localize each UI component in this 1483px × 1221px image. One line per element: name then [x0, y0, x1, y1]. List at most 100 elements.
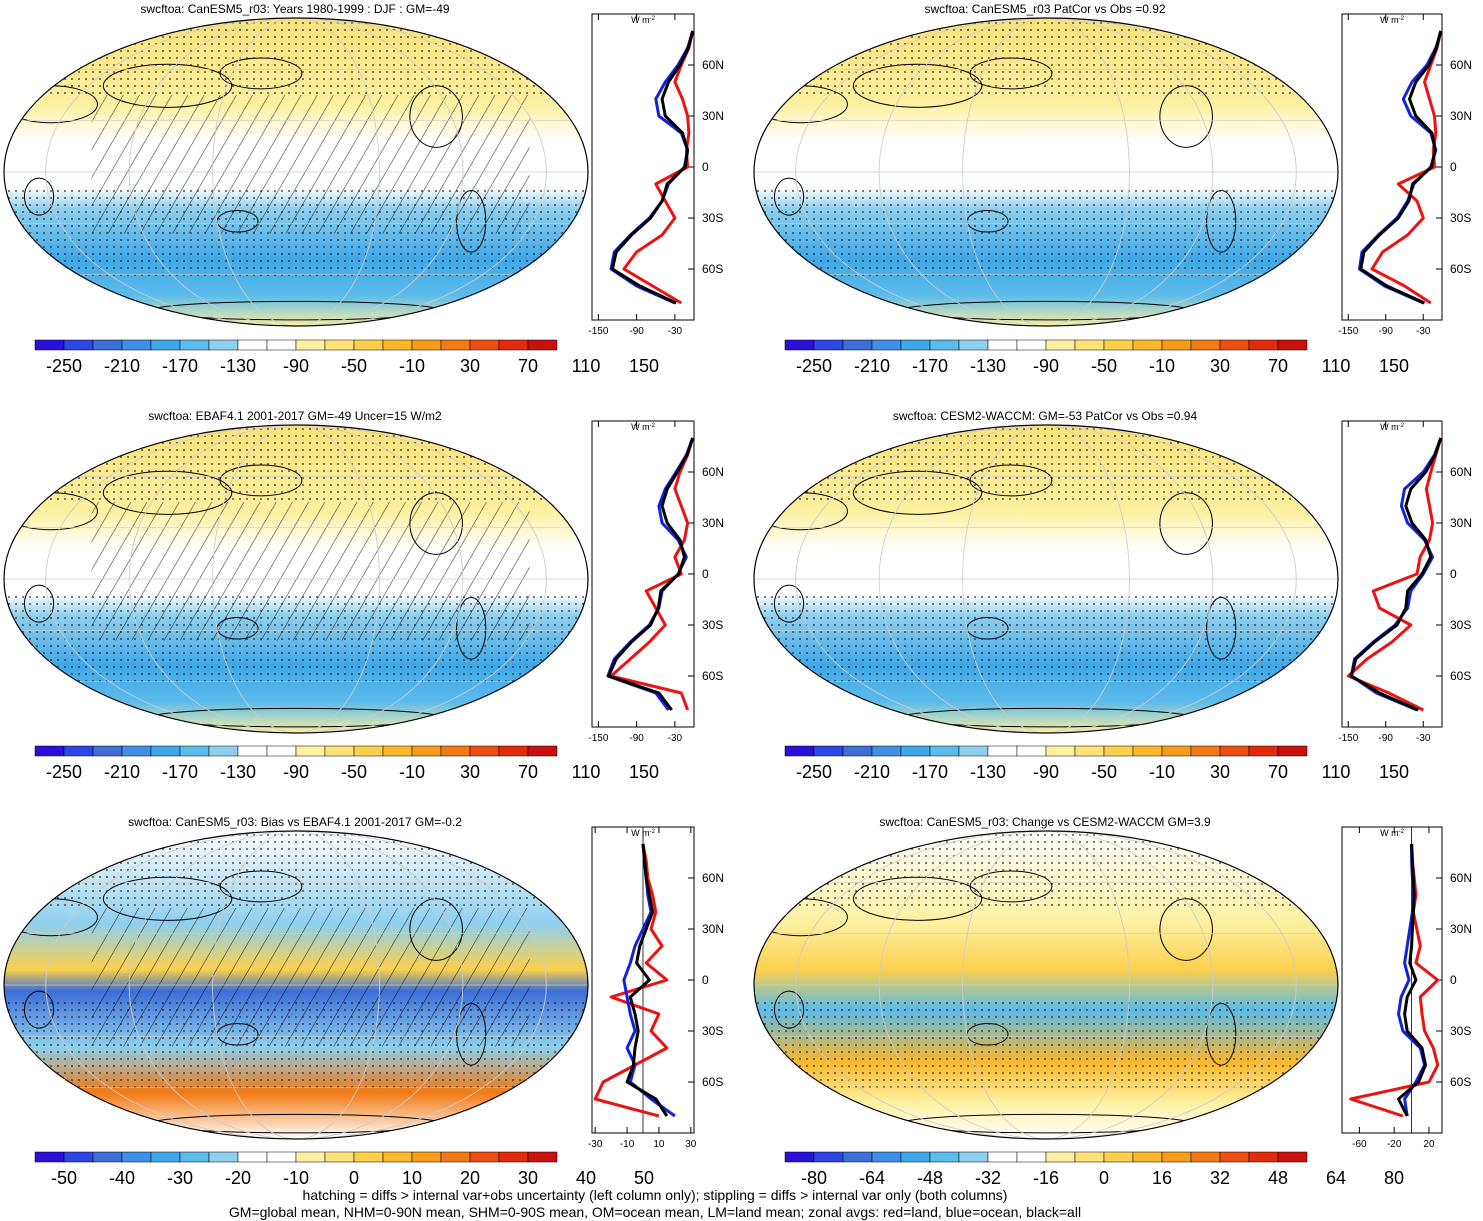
colorbar-box — [1277, 339, 1308, 351]
colorbar-box — [1045, 745, 1076, 757]
colorbar-label: 70 — [1268, 762, 1288, 782]
y-tick-label: 60S — [702, 262, 723, 276]
colorbar-label: -32 — [975, 1168, 1001, 1188]
zonal-line-land — [622, 30, 695, 305]
colorbar-label: 48 — [1268, 1168, 1288, 1188]
colorbar-label: -16 — [1033, 1168, 1059, 1188]
y-tick-label: 0 — [702, 567, 709, 581]
x-tick-label: -30 — [668, 326, 683, 337]
colorbar-box — [1190, 745, 1221, 757]
colorbar: -250 -210 -170 -130 -90 -50 -10 30 70 110 150 — [784, 339, 1409, 376]
colorbar-box — [871, 745, 902, 757]
colorbar: -250 -210 -170 -130 -90 -50 -10 30 70 110 150 — [34, 745, 659, 782]
colorbar-box — [1219, 1151, 1250, 1163]
x-tick-label: -10 — [620, 1139, 635, 1150]
colorbar-box — [1248, 745, 1279, 757]
colorbar-box — [150, 339, 181, 351]
colorbar-box — [1132, 745, 1163, 757]
zonal-line-ocean — [1349, 437, 1443, 712]
colorbar-box — [871, 339, 902, 351]
x-tick-label: -150 — [1338, 326, 1358, 337]
colorbar-label: -10 — [399, 356, 425, 376]
graticule-line — [45, 425, 547, 733]
colorbar-box — [527, 745, 558, 757]
x-tick-label: -30 — [588, 1139, 603, 1150]
x-tick-label: -90 — [1379, 326, 1394, 337]
colorbar-box — [900, 339, 931, 351]
colorbar: -250 -210 -170 -130 -90 -50 -10 30 70 110 150 — [784, 745, 1409, 782]
zonal-line-land — [593, 843, 669, 1118]
y-tick-label: 30S — [1450, 1024, 1471, 1038]
colorbar-box — [295, 1151, 326, 1163]
x-tick-label: 10 — [653, 1139, 665, 1150]
colorbar-label: -10 — [1149, 356, 1175, 376]
colorbar-label: -64 — [859, 1168, 885, 1188]
colorbar-box — [842, 339, 873, 351]
panel-5-plot: -50 -40 -30 -20 -10 0 10 20 30 40 50 60N 30N 0 30S 60S -… — [3, 826, 724, 1188]
colorbar-box — [324, 339, 355, 351]
graticule-line — [795, 831, 1297, 1139]
x-tick-label: -150 — [1338, 733, 1358, 744]
colorbar-label: -10 — [283, 1168, 309, 1188]
zonal-mean-plot: 60N 30N 0 30S 60S -150 -90 -30 W m-2 — [588, 13, 724, 337]
graticule-line — [45, 18, 547, 326]
colorbar-box — [208, 1151, 239, 1163]
hatch-region — [91, 95, 530, 234]
colorbar-box — [1103, 1151, 1134, 1163]
x-tick-label: -150 — [588, 326, 608, 337]
colorbar-box — [266, 339, 297, 351]
colorbar-label: -170 — [162, 762, 198, 782]
y-tick-label: 60S — [1450, 262, 1471, 276]
colorbar-box — [1132, 339, 1163, 351]
colorbar-box — [1248, 1151, 1279, 1163]
colorbar-label: 110 — [1322, 762, 1351, 782]
colorbar-label: 0 — [1099, 1168, 1109, 1188]
colorbar-label: 150 — [629, 356, 659, 376]
panel-title: swcftoa: CanESM5_r03: Bias vs EBAF4.1 20… — [128, 815, 462, 829]
graticule-line — [962, 18, 1130, 326]
colorbar-label: 150 — [1379, 356, 1409, 376]
colorbar-box — [1103, 745, 1134, 757]
colorbar-box — [1016, 339, 1047, 351]
y-tick-label: 30S — [702, 1024, 723, 1038]
colorbar-box — [1161, 745, 1192, 757]
colorbar-box — [382, 745, 413, 757]
colorbar-box — [1248, 339, 1279, 351]
colorbar-label: -210 — [854, 762, 890, 782]
colorbar-label: -10 — [399, 762, 425, 782]
colorbar-box — [411, 745, 442, 757]
colorbar-box — [440, 745, 471, 757]
graticule-line — [795, 18, 1297, 326]
graticule-line — [212, 18, 380, 326]
colorbar-box — [1016, 745, 1047, 757]
unit-superscript: -2 — [650, 16, 656, 22]
colorbar-box — [353, 745, 384, 757]
map-field — [754, 425, 1338, 733]
colorbar-box — [1190, 339, 1221, 351]
y-tick-label: 30N — [702, 922, 724, 936]
colorbar-label: -50 — [1091, 356, 1117, 376]
hatch-region — [91, 502, 530, 641]
map-border — [753, 424, 1339, 734]
colorbar-label: -250 — [796, 762, 832, 782]
colorbar-box — [1074, 339, 1105, 351]
y-tick-label: 0 — [1450, 567, 1457, 581]
unit-superscript: -2 — [650, 829, 656, 835]
x-tick-label: -30 — [668, 733, 683, 744]
x-tick-label: -60 — [1352, 1139, 1367, 1150]
colorbar-box — [784, 745, 815, 757]
colorbar-label: 32 — [1210, 1168, 1230, 1188]
zonal-line-land — [1349, 843, 1440, 1118]
graticule-line — [878, 425, 1214, 733]
colorbar-label: 50 — [634, 1168, 654, 1188]
colorbar-label: 30 — [518, 1168, 538, 1188]
colorbar-label: -90 — [1033, 762, 1059, 782]
zonal-mean-plot: 60N 30N 0 30S 60S -30 -10 10 30 W m-2 — [588, 826, 724, 1150]
colorbar-label: -90 — [1033, 356, 1059, 376]
colorbar-box — [469, 745, 500, 757]
colorbar-label: -210 — [104, 762, 140, 782]
graticule-line — [212, 425, 380, 733]
y-tick-label: 60S — [1450, 1075, 1471, 1089]
colorbar-label: 70 — [518, 356, 538, 376]
